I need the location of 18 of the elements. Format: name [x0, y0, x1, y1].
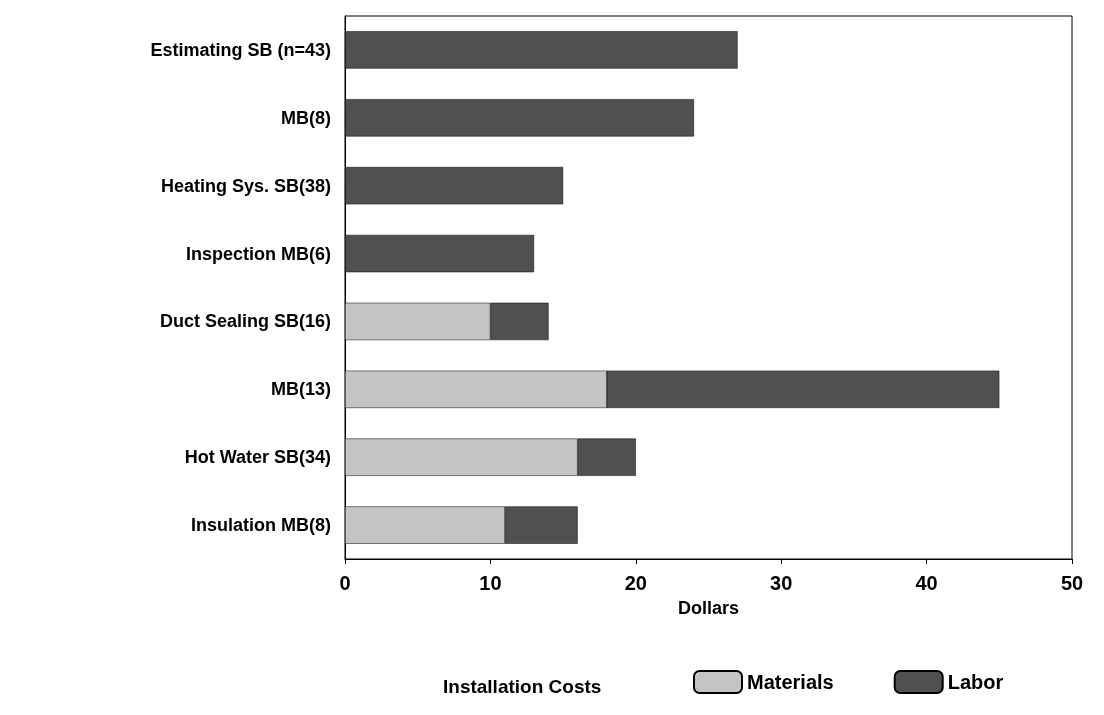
legend-title: Installation Costs — [443, 676, 602, 697]
y-tick-label: Heating Sys. SB(38) — [160, 175, 331, 196]
x-tick-label: 20 — [624, 572, 647, 594]
x-tick-label: 10 — [479, 572, 502, 594]
y-tick-label: MB(13) — [270, 379, 331, 400]
y-tick-label: Insulation MB(8) — [191, 515, 331, 536]
y-tick-label: Hot Water SB(34) — [184, 447, 331, 468]
legend-label: Materials — [747, 671, 834, 693]
y-tick-label: Duct Sealing SB(16) — [159, 311, 331, 332]
x-tick-label: 40 — [915, 572, 938, 594]
y-tick-label: Inspection MB(6) — [185, 243, 331, 264]
x-tick-label: 0 — [339, 572, 351, 594]
y-tick-label: Estimating SB (n=43) — [150, 39, 331, 60]
legend-label: Labor — [947, 671, 1004, 693]
y-tick-label: MB(8) — [281, 107, 331, 128]
x-tick-label: 50 — [1060, 572, 1084, 594]
x-tick-label: 30 — [770, 572, 793, 594]
x-axis-title: Dollars — [677, 598, 740, 618]
